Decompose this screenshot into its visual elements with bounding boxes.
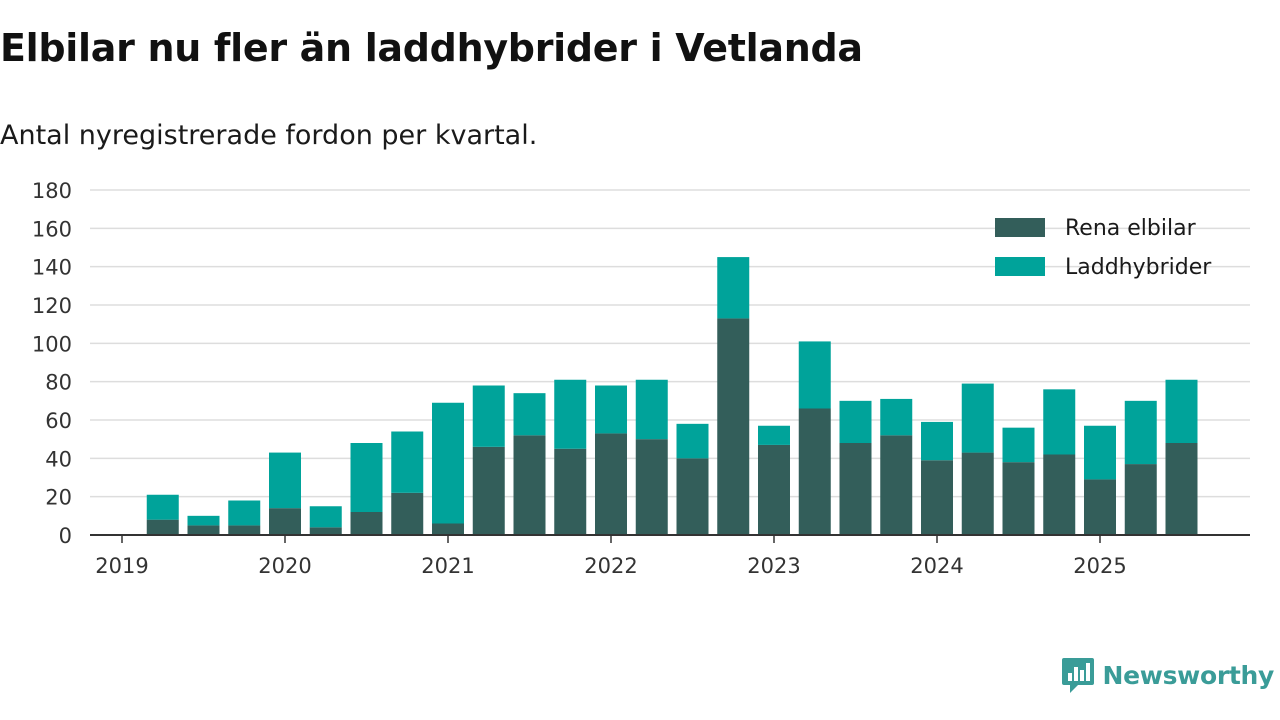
bar-rena-elbilar-2024-q4 — [1043, 454, 1076, 535]
x-axis-ticks: 2019 2020 2021 2022 2023 2024 2025 — [95, 535, 1127, 578]
bar-laddhybrider-2022-q2 — [635, 379, 668, 440]
bar-laddhybrider-2022-q1 — [595, 385, 627, 434]
y-tick-label-120: 120 — [32, 294, 72, 318]
x-tick-label-2023: 2023 — [747, 554, 800, 578]
bar-rena-elbilar-2024-q3 — [1002, 462, 1035, 535]
y-tick-label-0: 0 — [59, 524, 72, 548]
bar-rena-elbilar-2025-q3 — [1165, 443, 1198, 535]
bar-laddhybrider-2024-q3 — [1002, 427, 1035, 463]
bar-rena-elbilar-2021-q3 — [513, 435, 546, 535]
bar-rena-elbilar-2022-q3 — [676, 458, 709, 535]
bar-laddhybrider-2021-q4 — [554, 379, 587, 449]
y-tick-label-80: 80 — [45, 371, 72, 395]
bar-rena-elbilar-2020-q3 — [350, 512, 383, 535]
chart-subtitle: Antal nyregistrerade fordon per kvartal. — [0, 120, 538, 151]
legend-label-rena-elbilar: Rena elbilar — [1065, 216, 1197, 241]
bar-rena-elbilar-2023-q2 — [798, 408, 831, 535]
bar-rena-elbilar-2024-q2 — [961, 452, 994, 535]
bar-laddhybrider-2024-q2 — [961, 383, 994, 453]
bar-laddhybrider-2021-q2 — [472, 385, 505, 447]
y-tick-label-60: 60 — [45, 409, 72, 433]
bar-rena-elbilar-2022-q1 — [595, 433, 627, 535]
x-tick-label-2022: 2022 — [584, 554, 637, 578]
chart-title: Elbilar nu fler än laddhybrider i Vetlan… — [0, 26, 863, 70]
bar-rena-elbilar-2024-q1 — [921, 460, 953, 535]
y-tick-label-100: 100 — [32, 332, 72, 356]
bar-laddhybrider-2021-q1 — [432, 402, 464, 524]
bar-rena-elbilar-2021-q2 — [472, 446, 505, 535]
bar-laddhybrider-2022-q3 — [676, 423, 709, 459]
bar-rena-elbilar-2021-q1 — [432, 523, 464, 535]
bar-laddhybrider-2025-q2 — [1124, 400, 1157, 465]
bar-series — [146, 257, 1198, 535]
bar-laddhybrider-2020-q3 — [350, 443, 383, 512]
brand-name: Newsworthy — [1102, 660, 1275, 690]
bar-laddhybrider-2019-q4 — [228, 500, 261, 526]
legend-swatch-rena-elbilar — [995, 218, 1045, 237]
bar-rena-elbilar-2025-q1 — [1084, 479, 1116, 535]
bar-rena-elbilar-2020-q4 — [391, 492, 424, 535]
y-tick-label-160: 160 — [32, 217, 72, 241]
bar-laddhybrider-2025-q3 — [1165, 379, 1198, 443]
bar-laddhybrider-2024-q4 — [1043, 389, 1076, 455]
y-tick-label-140: 140 — [32, 256, 72, 280]
bar-laddhybrider-2020-q4 — [391, 431, 424, 493]
x-tick-label-2019: 2019 — [95, 554, 148, 578]
bar-laddhybrider-2023-q4 — [880, 398, 913, 436]
bar-laddhybrider-2023-q3 — [839, 400, 872, 443]
bar-laddhybrider-2019-q3 — [187, 515, 220, 526]
bar-laddhybrider-2020-q2 — [309, 506, 342, 528]
bar-laddhybrider-2025-q1 — [1084, 425, 1116, 480]
y-axis-tick-labels: 0 20 40 60 80 100 120 140 160 180 — [32, 179, 72, 548]
bar-rena-elbilar-2020-q1 — [269, 508, 301, 535]
bar-laddhybrider-2020-q1 — [269, 452, 301, 509]
y-tick-label-20: 20 — [45, 486, 72, 510]
legend-label-laddhybrider: Laddhybrider — [1065, 255, 1212, 280]
bar-laddhybrider-2024-q1 — [921, 421, 953, 461]
x-tick-label-2020: 2020 — [258, 554, 311, 578]
gridlines — [90, 189, 1250, 498]
x-tick-label-2021: 2021 — [421, 554, 474, 578]
bar-rena-elbilar-2019-q4 — [228, 525, 261, 535]
y-tick-label-180: 180 — [32, 179, 72, 203]
newsworthy-logo-icon — [1061, 658, 1094, 693]
x-tick-label-2025: 2025 — [1073, 554, 1126, 578]
brand-logo: Newsworthy — [1061, 656, 1275, 694]
legend: Rena elbilar Laddhybrider — [995, 216, 1212, 280]
bar-rena-elbilar-2021-q4 — [554, 448, 587, 535]
bar-rena-elbilar-2023-q1 — [758, 444, 790, 535]
bar-laddhybrider-2019-q2 — [146, 494, 179, 520]
bar-rena-elbilar-2025-q2 — [1124, 464, 1157, 535]
bar-laddhybrider-2022-q4 — [717, 257, 750, 319]
bar-rena-elbilar-2019-q3 — [187, 525, 220, 535]
bar-rena-elbilar-2023-q4 — [880, 435, 913, 535]
x-tick-label-2024: 2024 — [910, 554, 963, 578]
bar-rena-elbilar-2020-q2 — [309, 527, 342, 535]
bar-rena-elbilar-2019-q2 — [146, 519, 179, 535]
bar-laddhybrider-2023-q2 — [798, 341, 831, 409]
bar-laddhybrider-2021-q3 — [513, 393, 546, 436]
bar-rena-elbilar-2022-q2 — [635, 439, 668, 535]
legend-swatch-laddhybrider — [995, 257, 1045, 276]
bar-laddhybrider-2023-q1 — [758, 425, 790, 445]
bar-rena-elbilar-2022-q4 — [717, 318, 750, 535]
y-tick-label-40: 40 — [45, 447, 72, 471]
bar-rena-elbilar-2023-q3 — [839, 443, 872, 535]
